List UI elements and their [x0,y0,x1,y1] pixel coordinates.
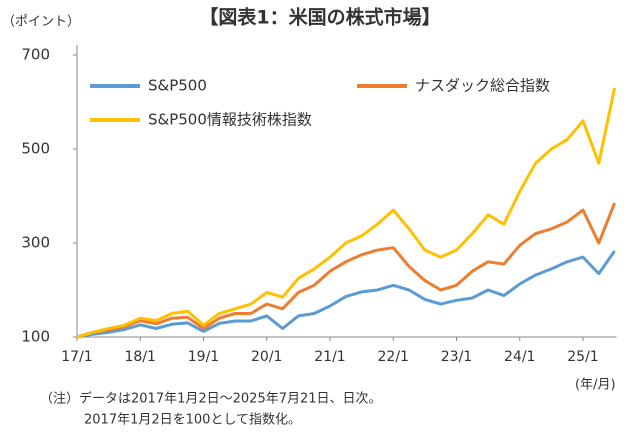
x-tick-label: 24/1 [504,349,535,365]
y-tick-label: 300 [21,234,50,252]
y-axis-label: （ポイント） [2,15,80,30]
x-tick-label: 18/1 [125,349,156,365]
x-tick-label: 19/1 [188,349,219,365]
legend-label: S&P500 [148,77,207,95]
series-line [76,250,616,339]
x-tick-label: 17/1 [61,349,92,365]
note: 2017年1月2日を100として指数化。 [84,413,301,428]
y-tick-label: 100 [21,328,50,346]
x-tick-label: 23/1 [441,349,472,365]
x-tick-label: 22/1 [378,349,409,365]
series-line [76,87,617,339]
x-axis-label: (年/月) [575,378,616,393]
legend-label: S&P500情報技術株指数 [148,111,312,129]
y-tick-label: 700 [21,46,50,64]
x-tick-label: 25/1 [567,349,598,365]
series-line [76,202,616,339]
note: （注）データは2017年1月2日～2025年7月21日、日次。 [40,391,382,407]
chart-title: 【図表1：米国の株式市場】 [199,6,440,29]
x-tick-label: 21/1 [314,349,345,365]
legend-label: ナスダック総合指数 [415,77,550,95]
y-tick-label: 500 [21,140,50,158]
x-tick-label: 20/1 [251,349,282,365]
